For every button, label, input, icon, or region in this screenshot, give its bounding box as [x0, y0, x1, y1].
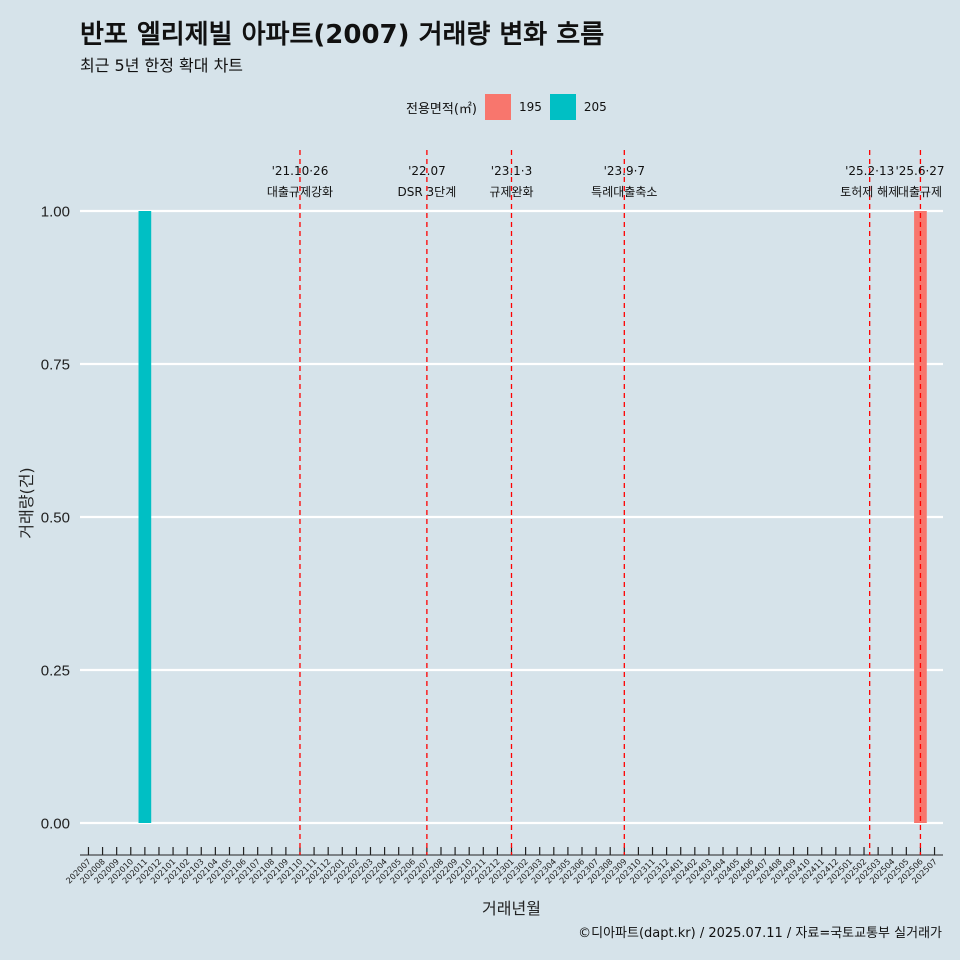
- legend-key-205: [549, 94, 576, 120]
- event-label: 대출규제: [898, 185, 942, 199]
- event-date: '22.07: [408, 164, 446, 178]
- y-tick-label: 0.00: [41, 816, 70, 833]
- legend-label-205: 205: [583, 100, 607, 114]
- y-tick-label: 0.25: [41, 663, 70, 680]
- x-axis-title: 거래년월: [482, 899, 541, 918]
- event-label: 특례대출축소: [591, 185, 657, 199]
- event-label: DSR 3단계: [398, 185, 457, 199]
- bar-205-202011: [138, 211, 152, 823]
- event-label: 대출규제강화: [267, 185, 333, 199]
- y-tick-label: 1.00: [41, 204, 70, 221]
- chart-legend: 전용면적(㎡) 195 205: [406, 93, 615, 121]
- chart-subtitle: 최근 5년 한정 확대 차트: [80, 56, 244, 75]
- chart-title: 반포 엘리제빌 아파트(2007) 거래량 변화 흐름: [80, 20, 605, 50]
- y-tick-label: 0.50: [41, 510, 70, 527]
- y-tick-label: 0.75: [41, 357, 70, 374]
- chart-caption: ©디아파트(dapt.kr) / 2025.07.11 / 자료=국토교통부 실…: [578, 926, 942, 941]
- legend-key-195: [484, 94, 511, 120]
- event-date: '23.9·7: [604, 164, 645, 178]
- event-date: '23.1·3: [491, 164, 532, 178]
- event-date: '25.2·13: [845, 164, 894, 178]
- legend-title: 전용면적(㎡): [406, 101, 477, 117]
- event-label: 토허제 해제: [840, 185, 899, 199]
- y-axis-title: 거래량(건): [17, 467, 36, 538]
- bar-195-202506: [914, 211, 927, 823]
- event-date: '25.6·27: [895, 164, 944, 178]
- event-label: 규제완화: [489, 185, 533, 199]
- event-date: '21.10·26: [272, 164, 329, 178]
- legend-label-195: 195: [518, 100, 542, 114]
